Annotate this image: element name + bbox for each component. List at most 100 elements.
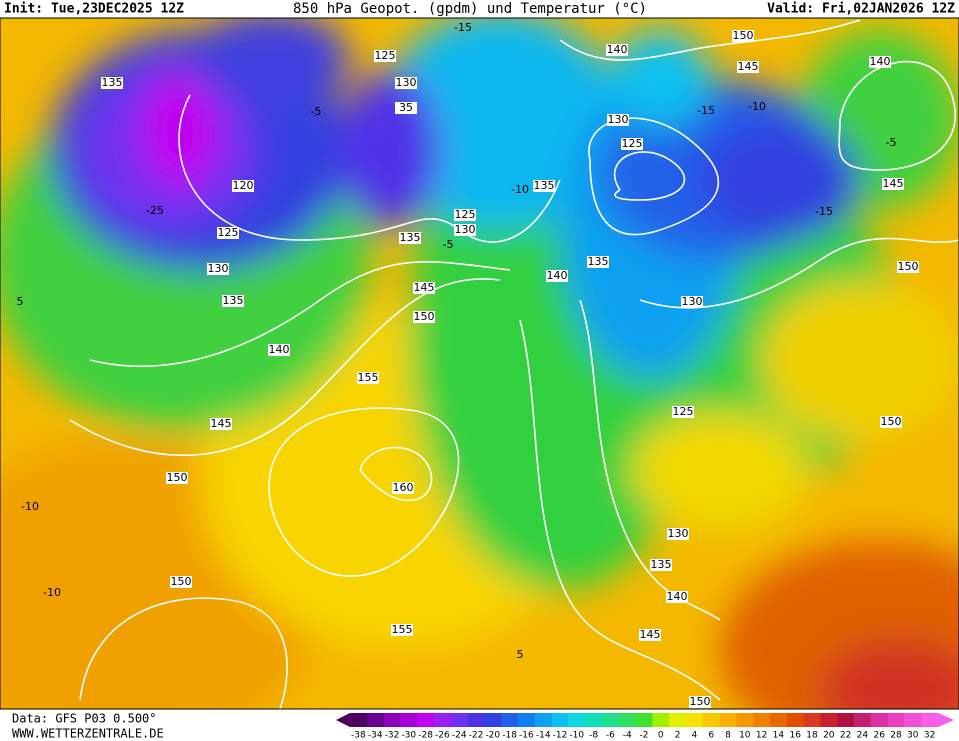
colorbar-label: -34: [368, 731, 383, 741]
contour-labels: 135 125 130 35 120 125 130 135 140 145 150 150 155 16…: [17, 21, 919, 708]
contour-label-text: 130: [668, 527, 689, 540]
colorbar-label: -16: [519, 731, 534, 741]
colorbar-label: 18: [806, 731, 818, 741]
colorbar-label: -14: [536, 731, 551, 741]
contour-label: 150: [413, 310, 435, 323]
colorbar-swatch: [837, 713, 855, 727]
contour-label-bg: [399, 232, 421, 244]
contour-label-text: 140: [607, 43, 628, 56]
contour-label: 145: [639, 628, 661, 641]
contour-label-bg: [413, 311, 435, 323]
temperature-label: -10: [748, 100, 766, 113]
contour-label: 130: [207, 262, 229, 275]
colorbar-label: -18: [502, 731, 517, 741]
contour-label: 125: [621, 137, 643, 150]
colorbar-swatch: [921, 713, 939, 727]
contour-label-text: 130: [455, 223, 476, 236]
contour-label-bg: [533, 180, 555, 192]
contour-label-text: 140: [667, 590, 688, 603]
colorbar-label: 22: [840, 731, 851, 741]
contour-label: 130: [395, 76, 417, 89]
contour-label-bg: [207, 263, 229, 275]
temperature-label: 5: [17, 295, 24, 308]
colorbar-label: 30: [907, 731, 919, 741]
colorbar-label: 28: [890, 731, 902, 741]
data-source: Data: GFS P03 0.500°: [12, 712, 157, 726]
colorbar-label: -30: [401, 731, 416, 741]
colorbar-label: -10: [569, 731, 584, 741]
colorbar-swatch: [736, 713, 754, 727]
contour-label-bg: [170, 576, 192, 588]
contour-label-bg: [737, 61, 759, 73]
contour-label: 150: [732, 29, 754, 42]
contour-label-bg: [546, 270, 568, 282]
contour-label-bg: [587, 256, 609, 268]
contour-label: 130: [667, 527, 689, 540]
contour-label-bg: [268, 344, 290, 356]
colorbar-swatch: [551, 713, 569, 727]
colorbar-label: 20: [823, 731, 835, 741]
contour-label-bg: [607, 114, 629, 126]
colorbar-swatch: [534, 713, 553, 727]
colorbar-swatch: [450, 713, 469, 727]
contour-label: 150: [897, 260, 919, 273]
contour-label-text: 130: [208, 262, 229, 275]
contour-label-text: 135: [534, 179, 555, 192]
colorbar-swatch: [635, 713, 653, 727]
contour-label: 140: [268, 343, 290, 356]
contour-label-text: 135: [588, 255, 609, 268]
contour-label-text: 120: [233, 179, 254, 192]
contour-label: 130: [607, 113, 629, 126]
contour-label-bg: [681, 296, 703, 308]
temperature-label: -10: [43, 586, 61, 599]
contour-label-bg: [454, 209, 476, 221]
colorbar-swatch: [467, 713, 485, 727]
contour-label: 145: [413, 281, 435, 294]
contour-label: 125: [672, 405, 694, 418]
contour-label-bg: [667, 528, 689, 540]
contour-label-text: 125: [673, 405, 694, 418]
colorbar-swatch: [854, 713, 872, 727]
contour-label-text: 155: [358, 371, 379, 384]
colorbar-swatch: [652, 713, 670, 727]
colorbar-swatch: [434, 713, 452, 727]
temperature-label: -10: [21, 500, 39, 513]
colorbar-swatch: [870, 713, 889, 727]
temperature-label: -5: [311, 105, 322, 118]
temperature-label: -5: [443, 238, 454, 251]
colorbar-label: 0: [658, 731, 664, 741]
colorbar-swatch: [686, 713, 704, 727]
colorbar-label: 26: [873, 731, 885, 741]
colorbar-label: -22: [469, 731, 484, 741]
colorbar-label: 12: [756, 731, 767, 741]
contour-label-text: 155: [392, 623, 413, 636]
contour-label-text: 125: [622, 137, 643, 150]
contour-label-text: 150: [167, 471, 188, 484]
colorbar-swatch: [585, 713, 603, 727]
contour-label: 150: [166, 471, 188, 484]
colorbar-label: -24: [452, 731, 467, 741]
colorbar-label: 10: [739, 731, 751, 741]
contour-label-text: 145: [883, 177, 904, 190]
colorbar-swatch: [770, 713, 788, 727]
contour-label: 150: [689, 695, 711, 708]
colorbar-label: -28: [418, 731, 433, 741]
contour-label-bg: [639, 629, 661, 641]
contour-label: 140: [666, 590, 688, 603]
contour-label-bg: [882, 178, 904, 190]
colorbar-swatch: [669, 713, 687, 727]
init-time: Init: Tue,23DEC2025 12Z: [4, 2, 184, 17]
contour-label-text: 145: [640, 628, 661, 641]
contour-label-bg: [650, 559, 672, 571]
contour-label: 145: [210, 417, 232, 430]
contour-label-text: 125: [218, 226, 239, 239]
contour-label: 140: [546, 269, 568, 282]
contour-label-bg: [413, 282, 435, 294]
colorbar-swatch: [484, 713, 502, 727]
contour-label-text: 150: [733, 29, 754, 42]
contour-label-text: 145: [414, 281, 435, 294]
colorbar-swatch: [602, 713, 620, 727]
contour-label-text: 160: [393, 481, 414, 494]
colorbar-label: 8: [725, 731, 731, 741]
colorbar-swatch: [820, 713, 838, 727]
